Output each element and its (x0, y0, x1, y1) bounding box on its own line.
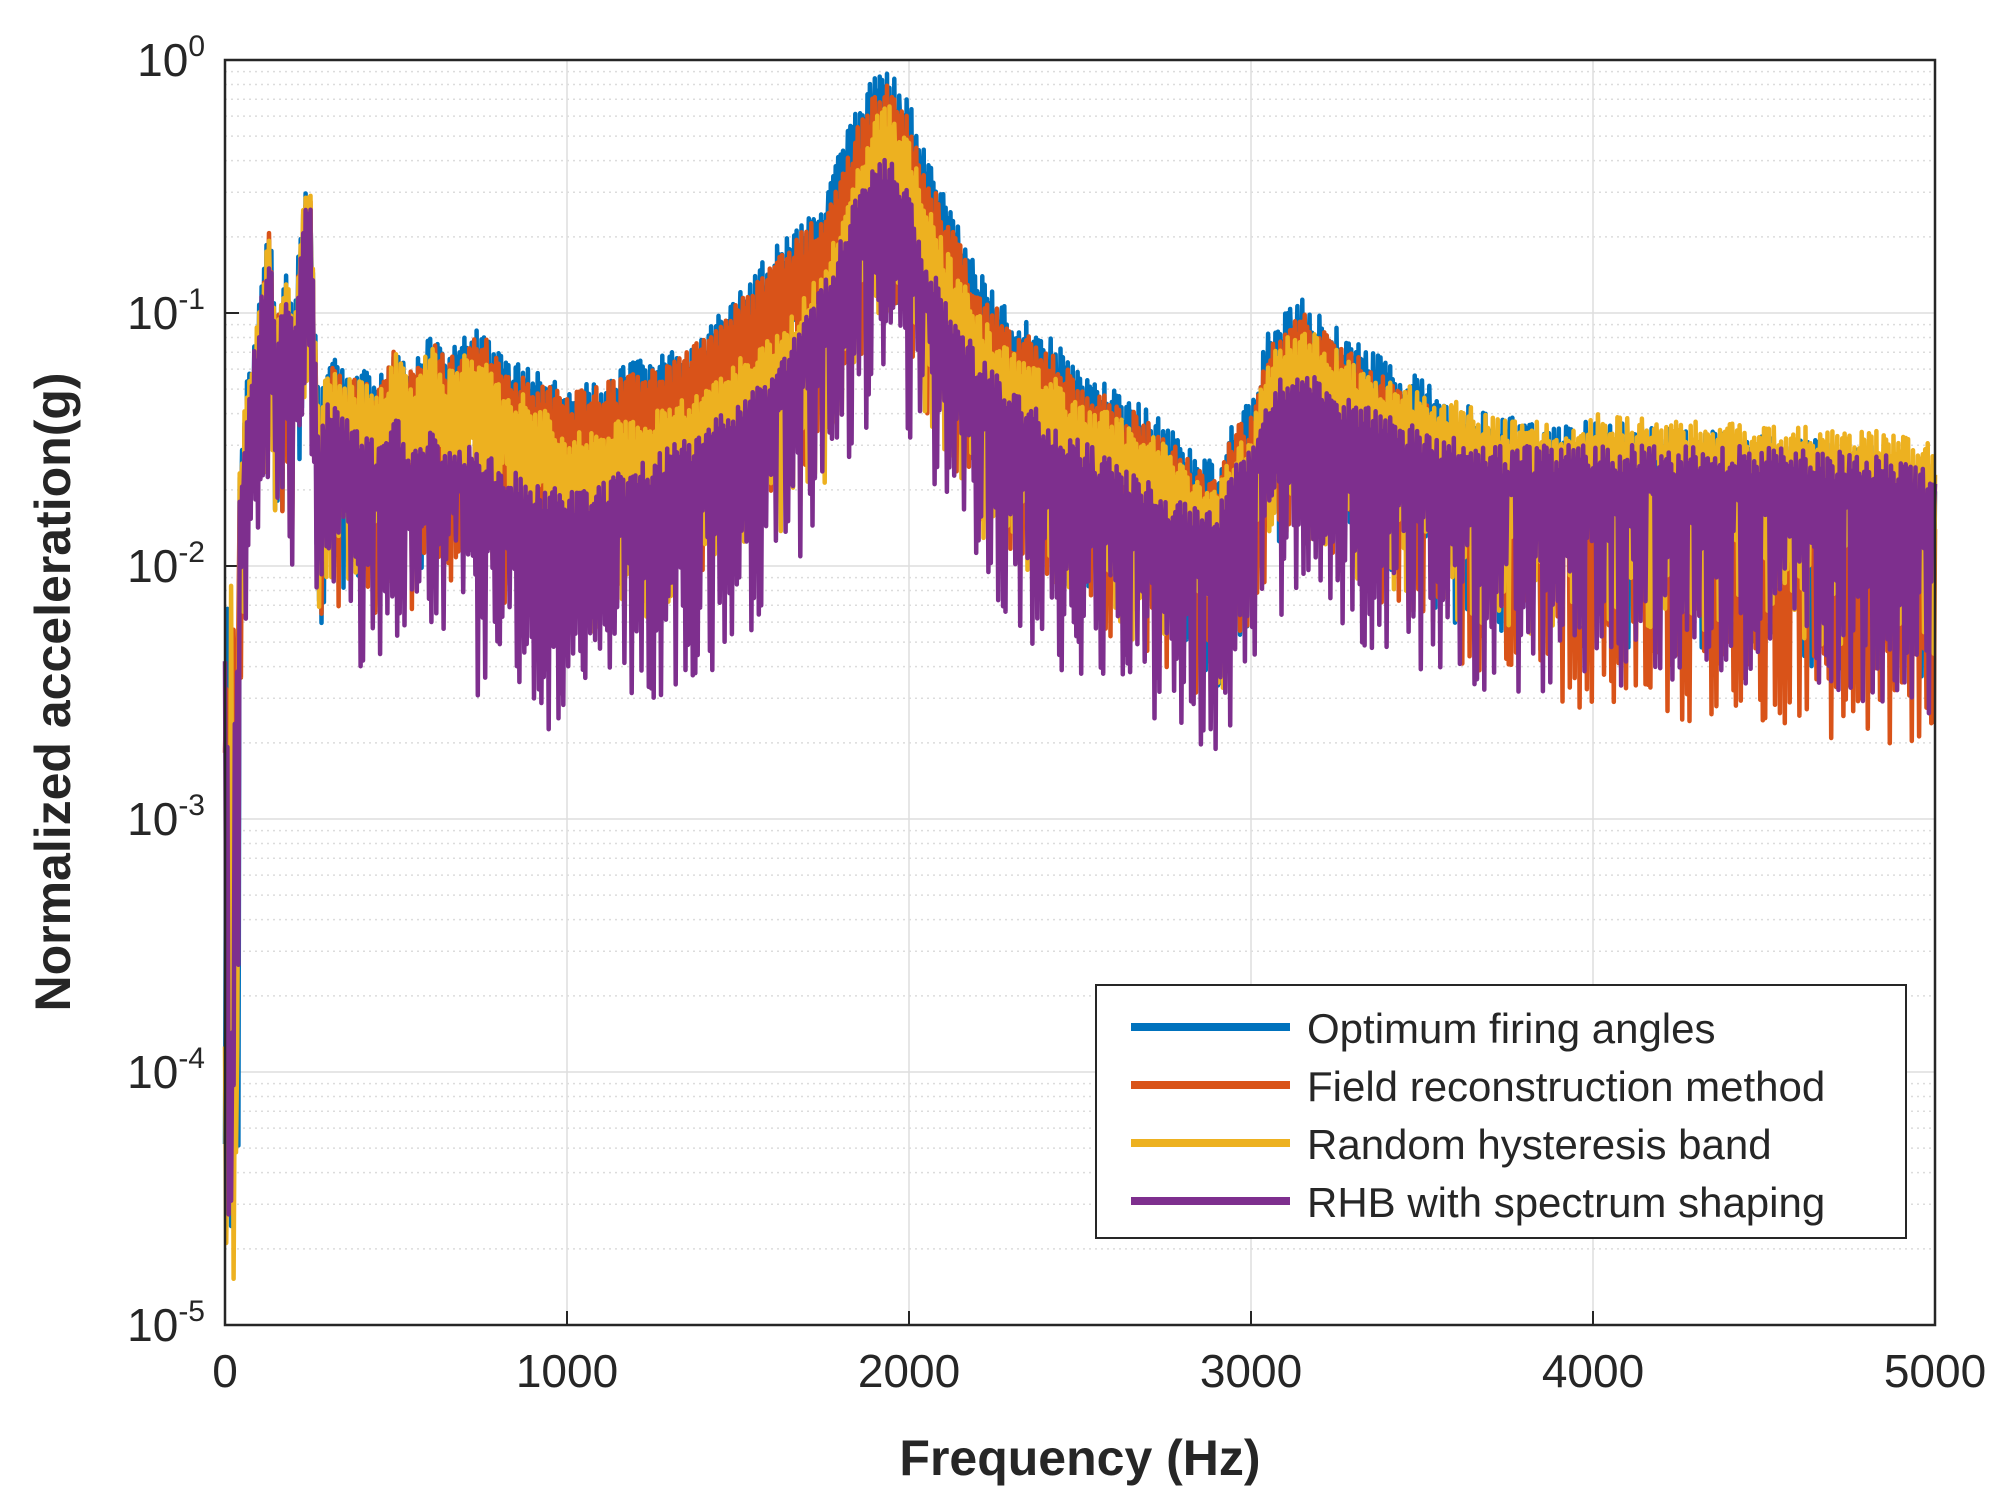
legend-label-field: Field reconstruction method (1307, 1063, 1825, 1110)
series-layer (222, 71, 1938, 1282)
x-tick-label: 1000 (516, 1345, 618, 1397)
x-tick-label: 4000 (1542, 1345, 1644, 1397)
x-tick-label: 5000 (1884, 1345, 1986, 1397)
y-tick-label: 10-5 (127, 1295, 205, 1351)
series-rhb-spectrum-shaping (222, 157, 1938, 1217)
x-tick-labels: 0 1000 2000 3000 4000 5000 (212, 1345, 1986, 1397)
y-tick-labels: 100 10-1 10-2 10-3 10-4 10-5 (127, 30, 205, 1351)
plot-frame (223, 58, 1937, 1327)
y-tick-label: 10-1 (127, 283, 205, 339)
y-axis-label: Normalized acceleration(g) (25, 372, 81, 1011)
x-tick-label: 2000 (858, 1345, 960, 1397)
y-tick-label: 10-4 (127, 1042, 205, 1098)
x-axis-label: Frequency (Hz) (899, 1430, 1260, 1486)
y-tick-label: 10-3 (127, 789, 205, 845)
legend-label-rhb-shaping: RHB with spectrum shaping (1307, 1179, 1825, 1226)
x-tick-label: 3000 (1200, 1345, 1302, 1397)
legend: Optimum firing angles Field reconstructi… (1095, 984, 1907, 1239)
x-tick-label: 0 (212, 1345, 238, 1397)
legend-label-rhb: Random hysteresis band (1307, 1121, 1772, 1168)
y-tick-label: 10-2 (127, 536, 205, 592)
legend-label-optimum: Optimum firing angles (1307, 1005, 1716, 1052)
y-tick-label: 100 (137, 30, 205, 86)
